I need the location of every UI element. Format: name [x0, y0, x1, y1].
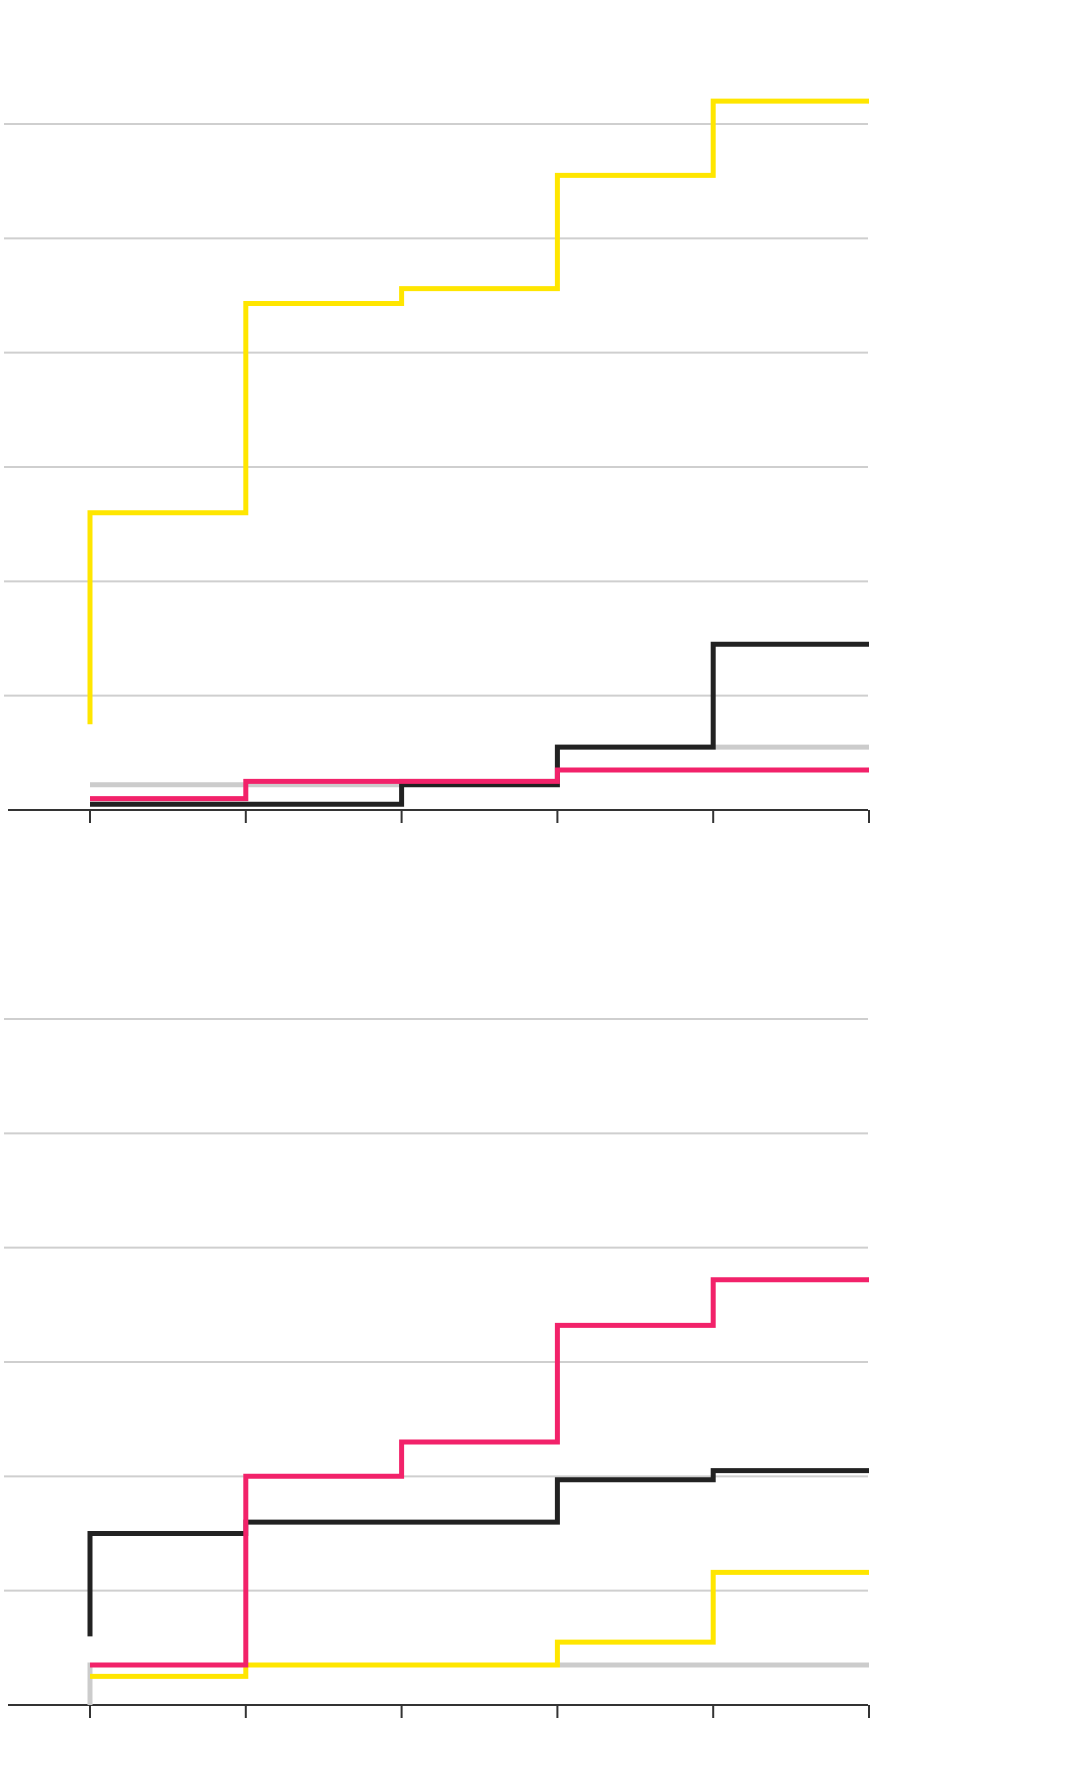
- top-series-4-line: [87, 98, 869, 725]
- chart-bottom-plot: [4, 1018, 870, 1718]
- chart-bottom: [0, 895, 1080, 1790]
- top-series-3-line: [90, 767, 869, 802]
- chart-top-plot: [4, 98, 870, 823]
- bottom-series-1-line: [87, 1662, 869, 1705]
- bottom-series-3-line: [90, 1569, 869, 1679]
- bottom-series-2-line: [87, 1468, 869, 1637]
- chart-top: [4, 98, 870, 823]
- bottom-series-4-line: [90, 1277, 869, 1668]
- top-series-2-line: [90, 641, 869, 807]
